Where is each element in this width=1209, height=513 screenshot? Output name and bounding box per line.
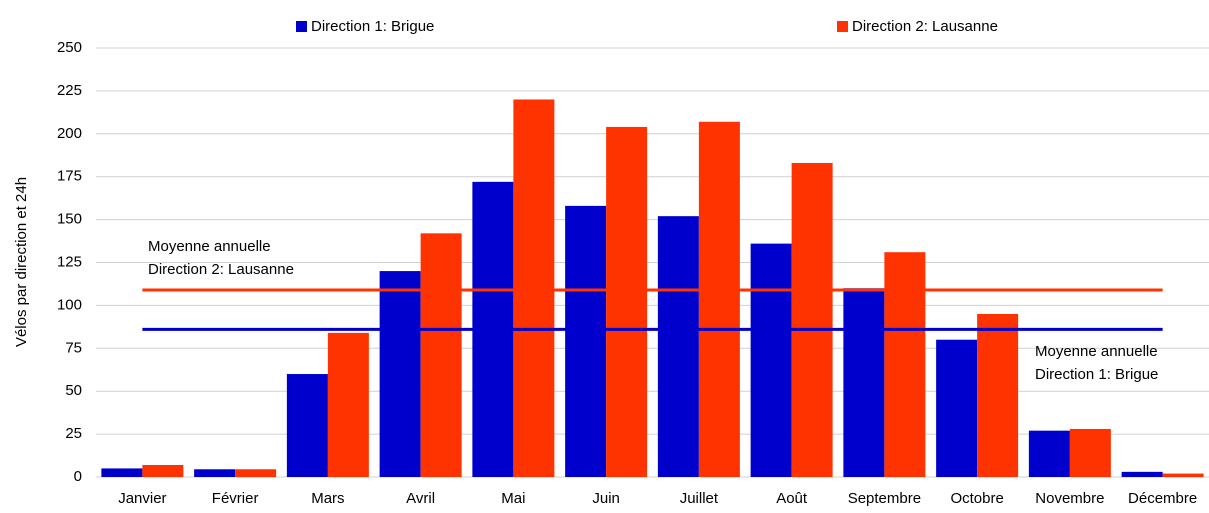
y-tick-label: 250 bbox=[57, 39, 82, 56]
bar bbox=[327, 332, 369, 477]
x-tick-label: Août bbox=[776, 490, 808, 507]
annotation: Moyenne annuelle bbox=[1035, 343, 1158, 360]
annotation: Moyenne annuelle bbox=[148, 238, 271, 255]
bar bbox=[657, 216, 699, 477]
bar bbox=[565, 205, 607, 477]
x-tick-label: Mars bbox=[311, 490, 344, 507]
bar bbox=[1069, 428, 1111, 477]
bar bbox=[379, 271, 421, 477]
bar bbox=[235, 469, 277, 477]
y-tick-label: 175 bbox=[57, 168, 82, 185]
x-tick-label: Mai bbox=[501, 490, 525, 507]
bar bbox=[606, 126, 648, 477]
legend-label: Direction 1: Brigue bbox=[311, 18, 434, 35]
y-tick-label: 0 bbox=[74, 468, 82, 485]
bar bbox=[420, 233, 462, 477]
y-tick-label: 200 bbox=[57, 125, 82, 142]
bar bbox=[1162, 473, 1204, 477]
annotation: Direction 1: Brigue bbox=[1035, 366, 1158, 383]
bar bbox=[884, 252, 926, 477]
y-tick-label: 50 bbox=[65, 382, 82, 399]
bar bbox=[843, 288, 885, 477]
bar bbox=[750, 243, 792, 477]
x-tick-label: Avril bbox=[406, 490, 435, 507]
bar bbox=[286, 374, 328, 477]
y-tick-label: 150 bbox=[57, 211, 82, 228]
y-axis-label: Vélos par direction et 24h bbox=[13, 177, 30, 347]
bar bbox=[698, 121, 740, 478]
bar bbox=[513, 99, 555, 477]
bar bbox=[791, 162, 833, 478]
x-tick-label: Janvier bbox=[118, 490, 166, 507]
x-tick-label: Juin bbox=[592, 490, 620, 507]
x-tick-label: Novembre bbox=[1035, 490, 1104, 507]
bar bbox=[101, 468, 143, 477]
x-tick-label: Septembre bbox=[848, 490, 921, 507]
bar bbox=[1121, 471, 1163, 477]
x-tick-label: Juillet bbox=[680, 490, 719, 507]
legend-swatch bbox=[296, 21, 307, 32]
x-tick-label: Octobre bbox=[950, 490, 1003, 507]
bar bbox=[936, 339, 978, 477]
legend-swatch bbox=[837, 21, 848, 32]
x-tick-label: Décembre bbox=[1128, 490, 1197, 507]
y-tick-label: 100 bbox=[57, 296, 82, 313]
bar bbox=[977, 313, 1019, 477]
y-tick-label: 75 bbox=[65, 339, 82, 356]
x-tick-label: Février bbox=[212, 490, 259, 507]
annotation: Direction 2: Lausanne bbox=[148, 261, 294, 278]
y-tick-label: 225 bbox=[57, 82, 82, 99]
bar bbox=[1028, 430, 1070, 477]
legend-label: Direction 2: Lausanne bbox=[852, 18, 998, 35]
y-tick-label: 25 bbox=[65, 425, 82, 442]
y-tick-label: 125 bbox=[57, 253, 82, 270]
bar bbox=[194, 469, 236, 477]
bar bbox=[142, 464, 184, 477]
